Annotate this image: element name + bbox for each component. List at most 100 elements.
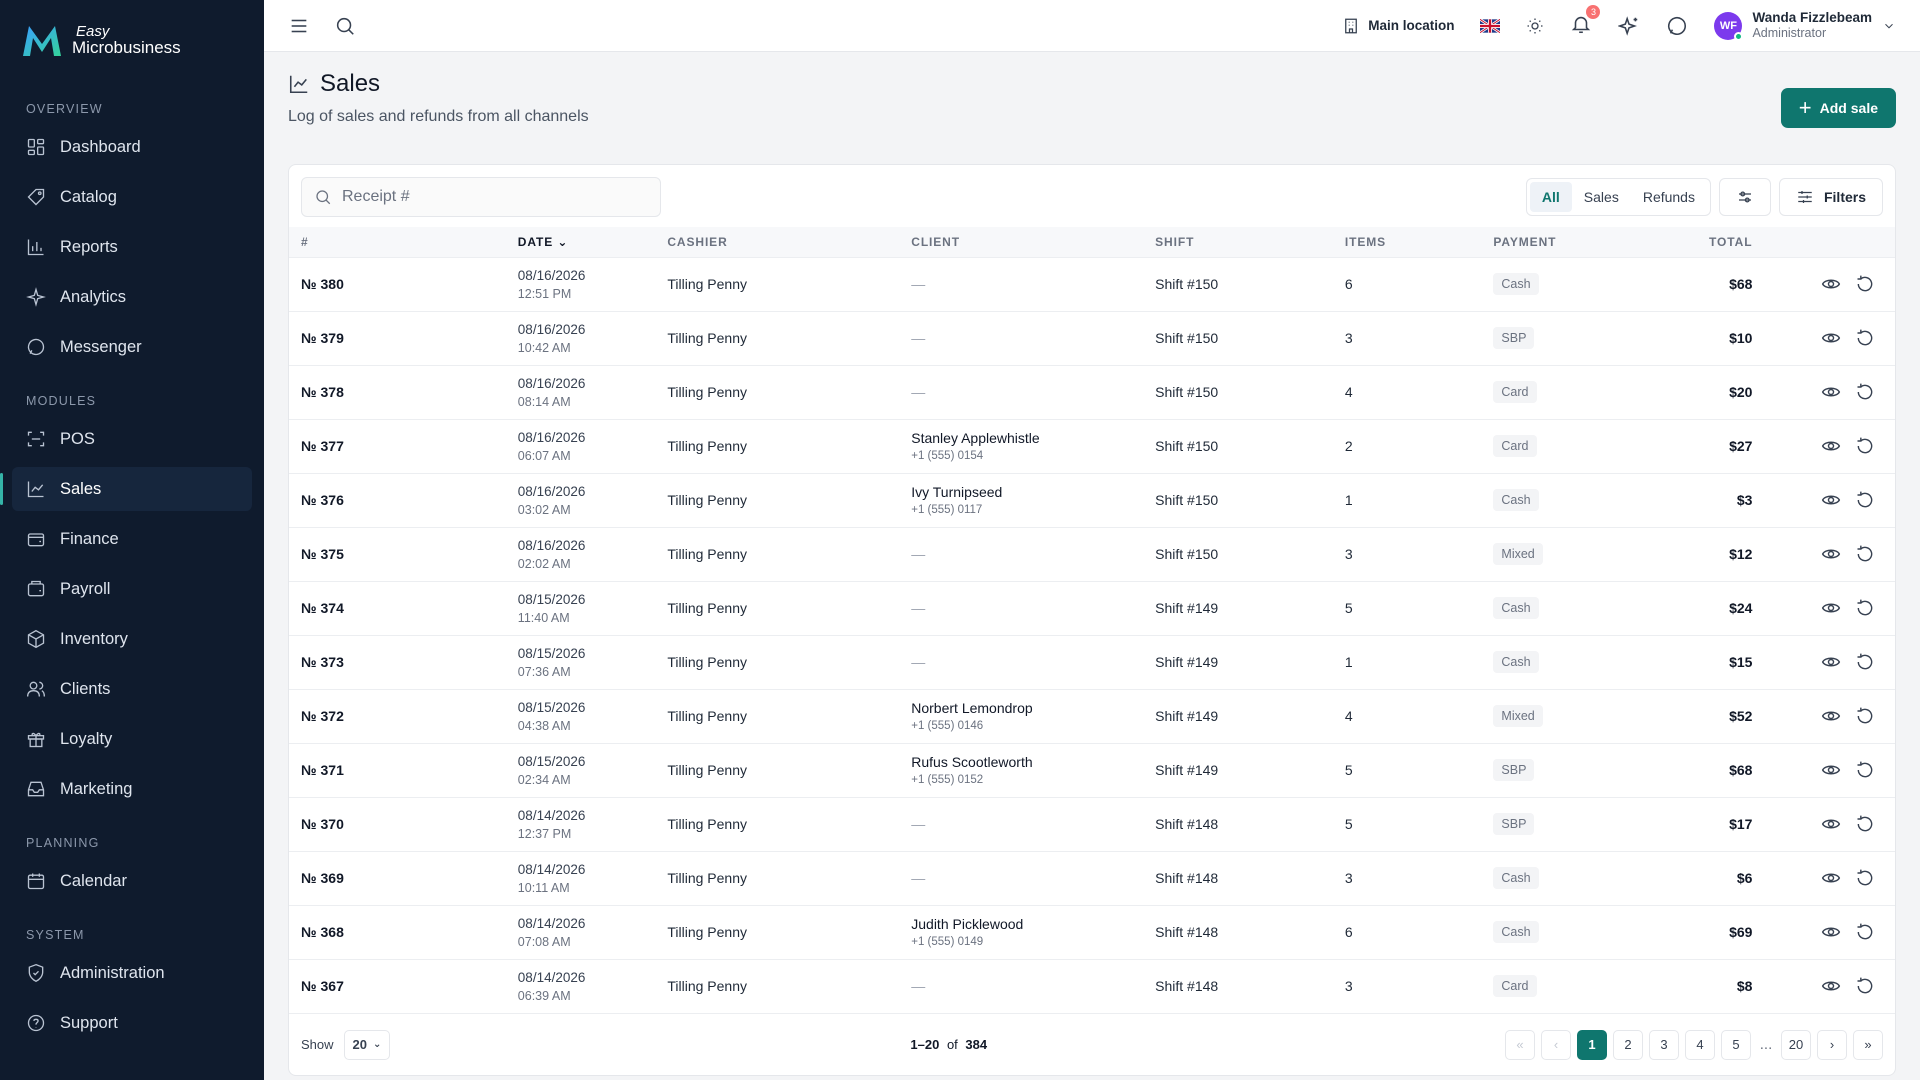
refund-icon[interactable] — [1855, 868, 1875, 888]
refund-icon[interactable] — [1855, 544, 1875, 564]
view-eye-icon[interactable] — [1821, 274, 1841, 294]
refund-icon[interactable] — [1855, 760, 1875, 780]
table-row[interactable]: № 373 08/15/2026 07:36 AM Tilling Penny —… — [289, 634, 1895, 689]
next-page-button[interactable]: › — [1817, 1029, 1847, 1060]
table-row[interactable]: № 369 08/14/2026 10:11 AM Tilling Penny —… — [289, 850, 1895, 905]
sidebar-item-support[interactable]: Support — [12, 1001, 252, 1045]
table-row[interactable]: № 367 08/14/2026 06:39 AM Tilling Penny —… — [289, 958, 1895, 1013]
prev-page-button[interactable]: ‹ — [1541, 1029, 1571, 1060]
page-button-4[interactable]: 4 — [1685, 1029, 1715, 1060]
sidebar-item-dashboard[interactable]: Dashboard — [12, 125, 252, 169]
view-eye-icon[interactable] — [1821, 814, 1841, 834]
shift: Shift #150 — [1143, 472, 1333, 527]
user-menu[interactable]: WF Wanda Fizzlebeam Administrator — [1714, 10, 1896, 41]
refund-icon[interactable] — [1855, 274, 1875, 294]
sidebar-item-inventory[interactable]: Inventory — [12, 617, 252, 661]
first-page-button[interactable]: « — [1505, 1029, 1535, 1060]
sale-date: 08/14/2026 — [517, 915, 586, 931]
last-page-button[interactable]: » — [1853, 1029, 1883, 1060]
page-button-1[interactable]: 1 — [1577, 1029, 1607, 1060]
view-eye-icon[interactable] — [1821, 868, 1841, 888]
payment-cell: SBP — [1481, 742, 1594, 797]
view-eye-icon[interactable] — [1821, 328, 1841, 348]
segment-sales[interactable]: Sales — [1583, 189, 1619, 205]
col-header-date[interactable]: DATE ⌄ — [505, 227, 656, 257]
view-eye-icon[interactable] — [1821, 490, 1841, 510]
refund-icon[interactable] — [1855, 436, 1875, 456]
view-eye-icon[interactable] — [1821, 544, 1841, 564]
menu-icon[interactable] — [288, 15, 310, 37]
sidebar-item-loyalty[interactable]: Loyalty — [12, 717, 252, 761]
receipt-search[interactable] — [301, 177, 661, 217]
sparkles-icon[interactable] — [1618, 15, 1640, 37]
sidebar-item-payroll[interactable]: Payroll — [12, 567, 252, 611]
page-button-5[interactable]: 5 — [1721, 1029, 1751, 1060]
refund-icon[interactable] — [1855, 706, 1875, 726]
refund-icon[interactable] — [1855, 922, 1875, 942]
table-row[interactable]: № 379 08/16/2026 10:42 AM Tilling Penny —… — [289, 310, 1895, 365]
refund-icon[interactable] — [1855, 652, 1875, 672]
table-row[interactable]: № 374 08/15/2026 11:40 AM Tilling Penny —… — [289, 580, 1895, 635]
notifications-button[interactable]: 3 — [1570, 4, 1601, 39]
refund-icon[interactable] — [1855, 976, 1875, 996]
table-row[interactable]: № 375 08/16/2026 02:02 AM Tilling Penny —… — [289, 526, 1895, 581]
page-button-20[interactable]: 20 — [1781, 1029, 1811, 1060]
sidebar-item-messenger[interactable]: Messenger — [12, 325, 252, 369]
view-eye-icon[interactable] — [1821, 652, 1841, 672]
col-header-items: ITEMS — [1332, 227, 1482, 257]
view-eye-icon[interactable] — [1821, 436, 1841, 456]
filters-label: Filters — [1823, 189, 1866, 205]
sidebar-item-calendar[interactable]: Calendar — [12, 859, 252, 903]
segment-all[interactable]: All — [1529, 182, 1572, 212]
sidebar-item-analytics[interactable]: Analytics — [12, 275, 252, 319]
refund-icon[interactable] — [1855, 490, 1875, 510]
location-selector[interactable]: Main location — [1342, 17, 1454, 35]
chat-icon[interactable] — [1666, 15, 1688, 37]
uk-flag-icon[interactable] — [1480, 18, 1501, 33]
search-icon[interactable] — [334, 15, 356, 37]
view-eye-icon[interactable] — [1821, 598, 1841, 618]
segment-refunds[interactable]: Refunds — [1642, 189, 1695, 205]
table-row[interactable]: № 372 08/15/2026 04:38 AM Tilling Penny N… — [289, 688, 1895, 743]
page-button-2[interactable]: 2 — [1613, 1029, 1643, 1060]
view-eye-icon[interactable] — [1821, 976, 1841, 996]
view-eye-icon[interactable] — [1821, 706, 1841, 726]
sale-total: $17 — [1593, 796, 1765, 851]
table-row[interactable]: № 370 08/14/2026 12:37 PM Tilling Penny —… — [289, 796, 1895, 851]
actions-cell — [1764, 742, 1895, 797]
page-button-3[interactable]: 3 — [1649, 1029, 1679, 1060]
filters-button[interactable]: Filters — [1778, 178, 1883, 216]
view-eye-icon[interactable] — [1821, 922, 1841, 942]
sidebar-item-marketing[interactable]: Marketing — [12, 767, 252, 811]
sidebar-item-catalog[interactable]: Catalog — [12, 175, 252, 219]
sun-icon[interactable] — [1526, 17, 1544, 35]
add-sale-button[interactable]: + Add sale — [1780, 88, 1896, 128]
brand[interactable]: Easy Microbusiness — [0, 0, 264, 80]
sale-total: $27 — [1593, 418, 1765, 473]
refund-icon[interactable] — [1855, 814, 1875, 834]
sidebar-item-sales[interactable]: Sales — [0, 467, 252, 511]
date-cell: 08/16/2026 12:51 PM — [505, 256, 656, 311]
refund-icon[interactable] — [1855, 382, 1875, 402]
refund-icon[interactable] — [1855, 328, 1875, 348]
sidebar-item-reports[interactable]: Reports — [12, 225, 252, 269]
table-row[interactable]: № 371 08/15/2026 02:34 AM Tilling Penny R… — [289, 742, 1895, 797]
sidebar-item-pos[interactable]: POS — [12, 417, 252, 461]
sidebar-item-finance[interactable]: Finance — [12, 517, 252, 561]
cashier: Tilling Penny — [655, 796, 900, 851]
view-eye-icon[interactable] — [1821, 760, 1841, 780]
refund-icon[interactable] — [1855, 598, 1875, 618]
column-settings-button[interactable] — [1718, 178, 1771, 216]
view-eye-icon[interactable] — [1821, 382, 1841, 402]
sidebar-item-label: Messenger — [60, 337, 142, 356]
receipt-search-input[interactable] — [342, 188, 642, 206]
table-row[interactable]: № 368 08/14/2026 07:08 AM Tilling Penny J… — [289, 904, 1895, 959]
table-row[interactable]: № 376 08/16/2026 03:02 AM Tilling Penny I… — [289, 472, 1895, 527]
sidebar-item-administration[interactable]: Administration — [12, 951, 252, 995]
per-page-select[interactable]: 20 ⌄ — [343, 1029, 391, 1060]
table-row[interactable]: № 377 08/16/2026 06:07 AM Tilling Penny S… — [289, 418, 1895, 473]
sidebar-item-clients[interactable]: Clients — [12, 667, 252, 711]
table-row[interactable]: № 378 08/16/2026 08:14 AM Tilling Penny —… — [289, 364, 1895, 419]
items-count: 3 — [1332, 850, 1482, 905]
table-row[interactable]: № 380 08/16/2026 12:51 PM Tilling Penny —… — [289, 256, 1895, 311]
